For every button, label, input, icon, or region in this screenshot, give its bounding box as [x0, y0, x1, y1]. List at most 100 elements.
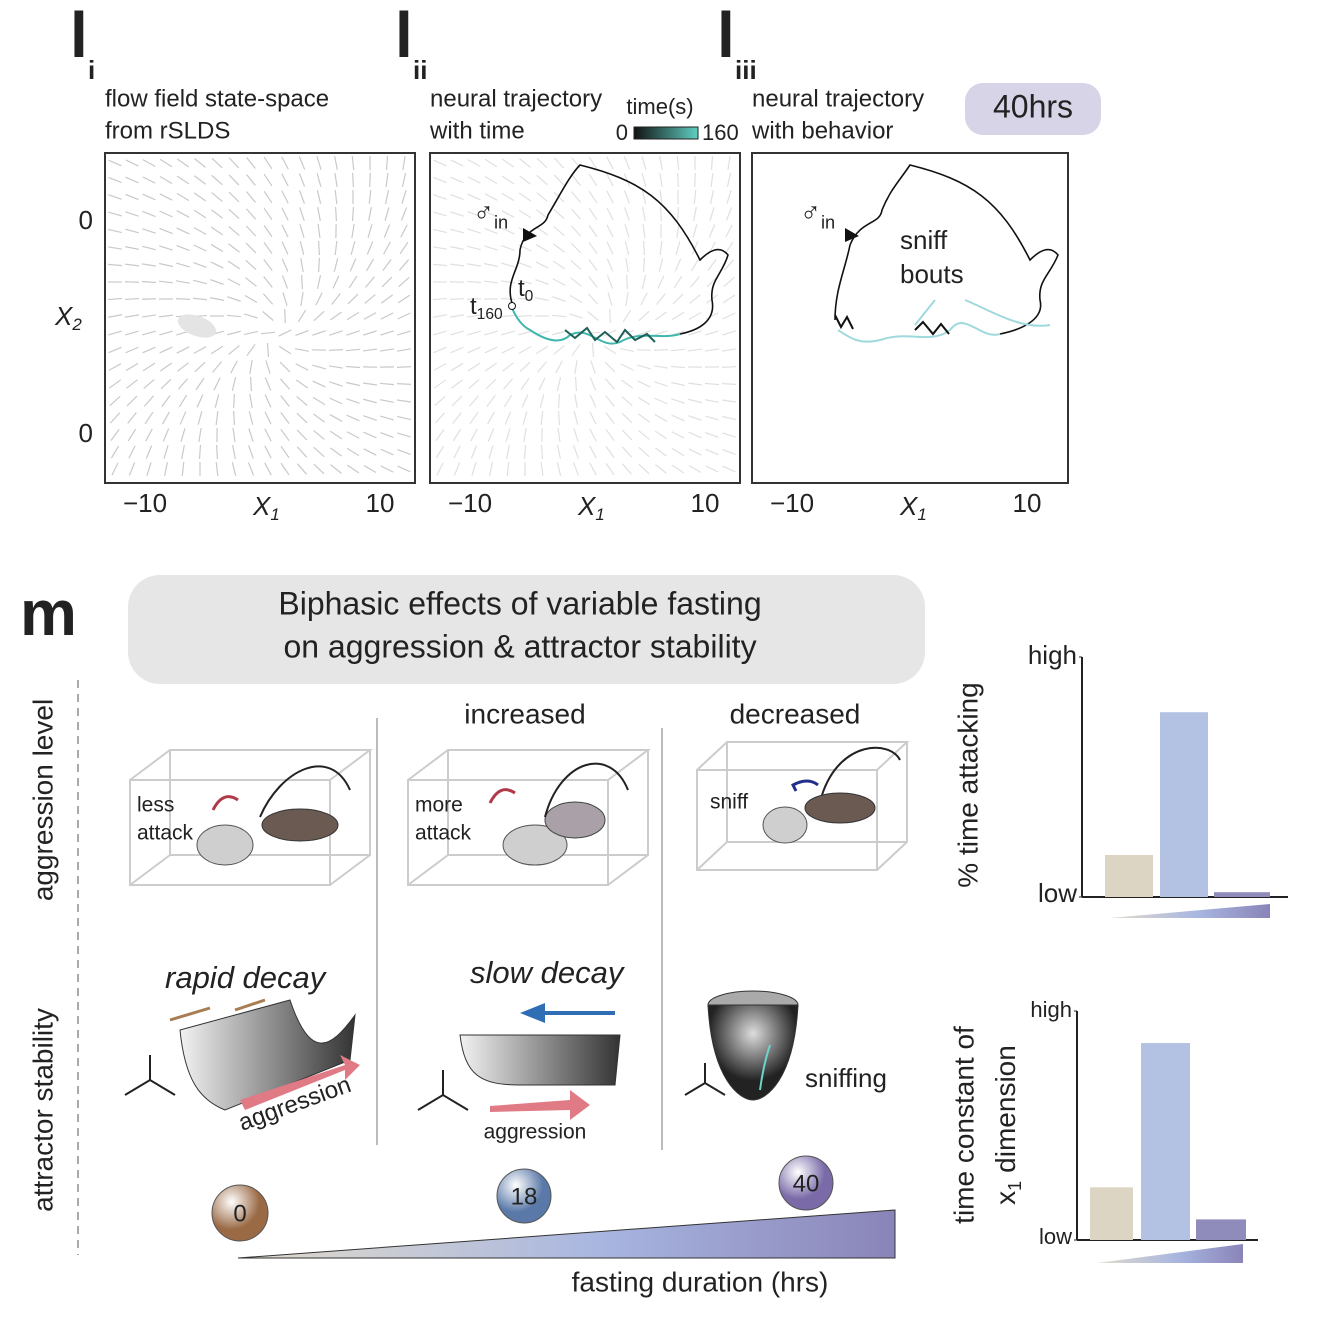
flow-arrow — [569, 313, 583, 319]
flow-arrow — [108, 330, 122, 336]
sniff-trajectory — [837, 299, 1051, 343]
flow-arrow — [675, 241, 681, 255]
flow-arrow — [518, 279, 532, 285]
flow-arrow — [280, 395, 290, 407]
flow-arrow — [605, 412, 615, 424]
flow-arrow — [607, 292, 613, 306]
x-tick-label: 10 — [691, 488, 720, 518]
bar — [1214, 892, 1270, 897]
flow-arrow — [659, 189, 663, 205]
flow-arrow — [383, 241, 391, 255]
flow-arrow — [670, 365, 686, 369]
flow-arrow — [688, 464, 702, 474]
flow-arrow — [176, 262, 190, 268]
x-axis-label-sub: 1 — [917, 505, 926, 524]
flow-arrow — [127, 428, 137, 442]
x-axis-label-sub: 1 — [270, 505, 279, 524]
flow-arrow — [552, 260, 566, 270]
flow-arrow — [380, 448, 394, 456]
flow-arrow — [671, 398, 685, 404]
flow-arrow — [558, 393, 560, 409]
flow-arrow — [606, 224, 614, 238]
flow-arrow — [346, 381, 360, 387]
flow-arrow — [621, 463, 633, 475]
flow-arrow — [638, 430, 650, 440]
flow-arrow — [313, 310, 325, 322]
marker-label-main: ♂ — [800, 197, 821, 228]
start-label-main: t — [518, 275, 525, 302]
flow-arrow — [264, 411, 272, 425]
flow-arrow — [400, 207, 408, 221]
flow-arrow — [620, 363, 634, 371]
flow-arrow — [367, 224, 373, 238]
flow-arrow — [125, 246, 139, 250]
flow-arrow — [433, 194, 447, 200]
flow-arrow — [346, 330, 360, 336]
flow-arrow — [574, 359, 578, 375]
flow-arrow — [328, 349, 344, 351]
flow-arrow — [621, 429, 633, 441]
flow-arrow — [535, 297, 549, 301]
flow-arrow — [606, 173, 614, 187]
flow-arrow — [707, 258, 717, 272]
x-tick-label: −10 — [448, 488, 492, 518]
flow-arrow — [570, 208, 582, 220]
flow-arrow — [300, 291, 304, 307]
flow-arrow — [723, 276, 735, 288]
flow-arrow — [483, 280, 499, 284]
flow-arrow — [725, 224, 733, 238]
flow-arrow — [279, 378, 291, 390]
flow-arrow — [127, 412, 137, 424]
flow-arrow — [263, 259, 273, 271]
flow-arrow — [638, 310, 650, 322]
flow-arrow — [163, 445, 169, 459]
flow-arrow — [108, 159, 122, 167]
flow-arrow — [396, 366, 412, 368]
flow-arrow — [108, 211, 122, 217]
flow-arrow — [625, 258, 629, 272]
flow-arrow — [278, 345, 292, 355]
flow-arrow — [588, 173, 598, 187]
flow-arrow — [379, 348, 395, 352]
flow-arrow — [553, 345, 565, 355]
flow-arrow — [214, 394, 220, 408]
x-axis-label: X1 — [252, 491, 280, 524]
flow-arrow — [434, 412, 446, 424]
flow-arrow — [674, 258, 682, 272]
bar — [1141, 1043, 1190, 1240]
flow-arrow — [570, 259, 582, 271]
panel-title: with behavior — [751, 117, 893, 144]
flow-arrow — [535, 243, 549, 253]
flow-arrow — [280, 462, 290, 476]
flow-arrow — [654, 397, 668, 405]
flow-arrow — [553, 174, 565, 186]
flow-arrow — [398, 276, 410, 288]
flow-arrow — [603, 329, 617, 337]
flow-arrow — [605, 462, 615, 476]
flow-arrow — [108, 194, 122, 200]
flow-arrow — [557, 445, 561, 459]
fixed-point — [177, 314, 217, 338]
flow-arrow — [552, 330, 566, 336]
flow-arrow — [624, 224, 630, 238]
flow-arrow — [693, 189, 697, 205]
flow-arrow — [196, 394, 204, 408]
flow-arrow — [295, 379, 309, 389]
flow-arrow — [654, 414, 668, 422]
x-axis-label-main: X — [252, 491, 272, 521]
colorbar-max: 160 — [702, 120, 739, 145]
flow-arrow — [159, 262, 173, 268]
flow-arrow — [159, 362, 173, 372]
flow-arrow — [574, 394, 578, 408]
row-label: aggression level — [27, 699, 58, 901]
flow-arrow — [232, 445, 236, 459]
flow-arrow — [621, 396, 633, 406]
flow-arrow — [536, 192, 548, 202]
flow-arrow — [380, 465, 394, 473]
flow-arrow — [227, 260, 241, 270]
flow-arrow — [262, 293, 274, 305]
flow-arrow — [193, 192, 207, 202]
panel-title: neural trajectory — [430, 85, 602, 112]
flow-arrow — [704, 382, 720, 386]
